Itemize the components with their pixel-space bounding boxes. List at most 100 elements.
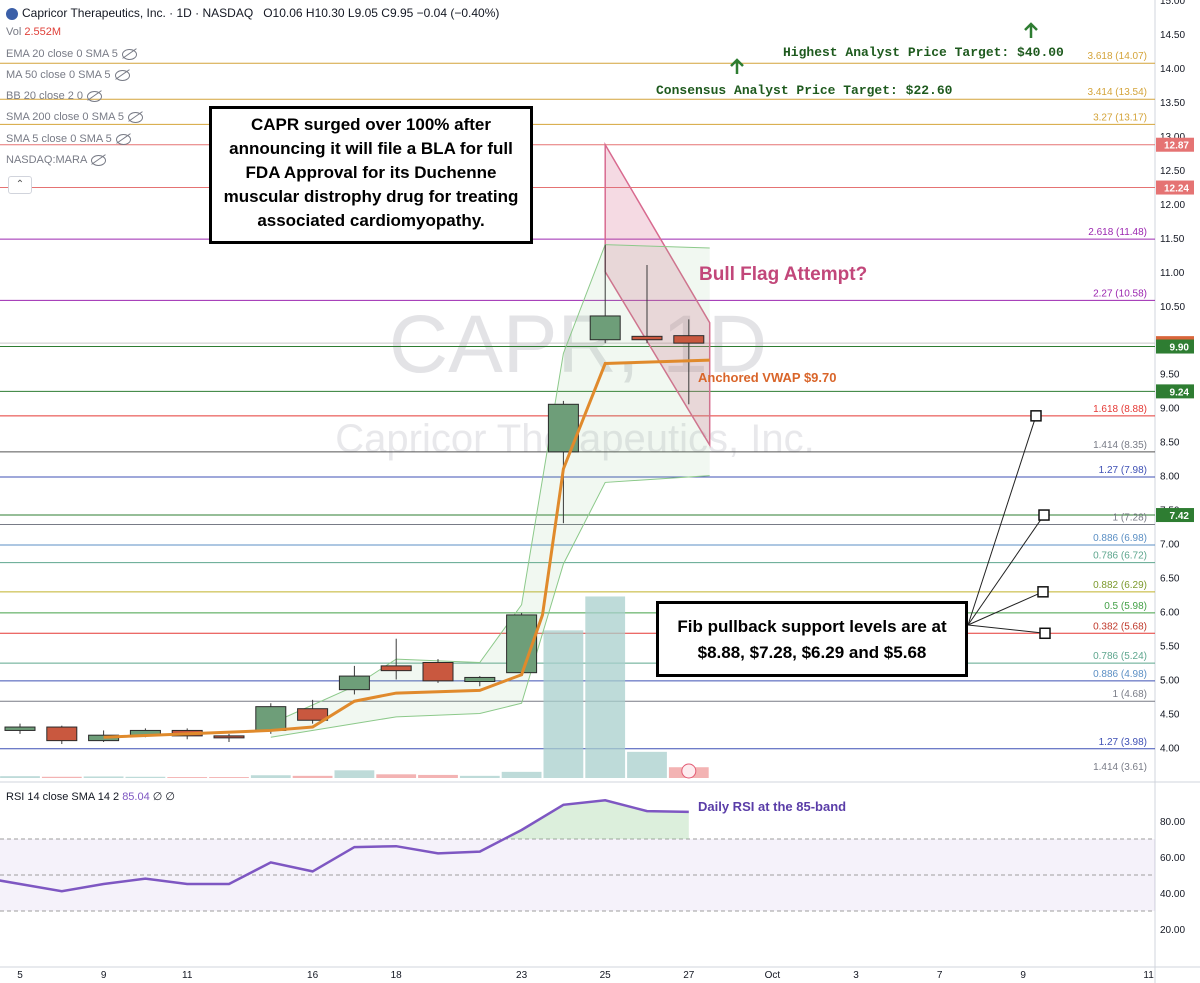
- volume-label: Vol: [6, 26, 22, 38]
- compare-symbol-label: NASDAQ:MARA: [6, 154, 88, 166]
- fib-marker-square: [1038, 509, 1050, 521]
- price-tick-label: 15.00: [1160, 0, 1185, 7]
- price-tag: [1156, 137, 1194, 152]
- price-tag-label: 12.24: [1164, 184, 1189, 195]
- volume-bar: [459, 775, 500, 778]
- ohlc-readout: O10.06 H10.30 L9.05 C9.95 −0.04 (−0.40%): [263, 6, 500, 20]
- price-tick-label: 5.50: [1160, 642, 1180, 653]
- anchored-vwap-line: [103, 358, 710, 739]
- price-tick-label: 6.50: [1160, 574, 1180, 585]
- volume-bar: [167, 777, 208, 778]
- fib-note-text: Fib pullback support levels are at $8.88…: [677, 617, 947, 662]
- indicator-sma200[interactable]: SMA 200 close 0 SMA 5: [6, 111, 144, 123]
- fib-marker-square: [1037, 586, 1049, 598]
- event-bolt-icon: [681, 763, 697, 779]
- consensus-target-label: Consensus Analyst Price Target: $22.60: [656, 83, 953, 98]
- indicator-label: SMA 5 close 0 SMA 5: [6, 133, 112, 145]
- rsi-tick-label: 20.00: [1160, 925, 1185, 936]
- price-tag: [1156, 384, 1194, 399]
- rsi-legend-value: 85.04: [122, 791, 150, 803]
- price-tick-label: 5.00: [1160, 675, 1180, 686]
- vwap-label: Anchored VWAP $9.70: [698, 370, 836, 385]
- volume-bar: [83, 776, 124, 778]
- time-tick-label: 27: [683, 970, 695, 981]
- compare-symbol[interactable]: NASDAQ:MARA: [6, 154, 107, 166]
- fib-pointer-line: [967, 415, 1037, 626]
- price-tick-label: 11.50: [1160, 234, 1185, 245]
- hidden-eye-icon[interactable]: [121, 48, 137, 60]
- bull-flag-label: Bull Flag Attempt?: [699, 264, 867, 285]
- time-tick-label: 11: [182, 970, 193, 981]
- fib-level-label: 0.886 (6.98): [1093, 533, 1147, 544]
- rsi-legend[interactable]: RSI 14 close SMA 14 2 85.04 ∅ ∅: [6, 790, 175, 803]
- rsi-legend-label: RSI 14 close SMA 14 2: [6, 791, 120, 803]
- hidden-eye-icon[interactable]: [87, 90, 103, 102]
- price-tick-label: 13.00: [1160, 132, 1185, 143]
- price-tick-label: 4.00: [1160, 743, 1180, 754]
- hidden-eye-icon[interactable]: [115, 133, 131, 145]
- price-tag-label: 9.24: [1170, 387, 1190, 398]
- collapse-legend-button[interactable]: ⌃: [8, 176, 32, 194]
- symbol-header: Capricor Therapeutics, Inc. · 1D · NASDA…: [6, 6, 499, 20]
- rsi-tick-label: 60.00: [1160, 853, 1185, 864]
- volume-bar: [627, 751, 667, 778]
- candle-body: [255, 706, 287, 731]
- target-up-arrow-icon: [1024, 22, 1038, 38]
- fib-level-label: 1.618 (8.88): [1093, 404, 1147, 415]
- hidden-eye-icon[interactable]: [128, 111, 144, 123]
- fib-pointer-line: [967, 591, 1044, 626]
- time-tick-label: 25: [600, 970, 612, 981]
- volume-bar: [209, 777, 249, 778]
- volume-bar: [250, 775, 291, 778]
- volume-bar: [41, 776, 82, 778]
- indicator-bb20[interactable]: BB 20 close 2 0: [6, 90, 103, 102]
- price-tick-label: 8.00: [1160, 472, 1180, 483]
- rsi-overbought-fill: [506, 800, 689, 839]
- fib-level-label: 2.618 (11.48): [1088, 227, 1147, 238]
- candle-body: [338, 675, 370, 691]
- fib-level-label: 1.27 (7.98): [1099, 465, 1147, 476]
- rsi-tick-label: 40.00: [1160, 889, 1185, 900]
- volume-bar: [585, 596, 626, 778]
- time-tick-label: 16: [307, 970, 319, 981]
- bull-flag-channel: [604, 141, 711, 448]
- fib-level-label: 0.786 (6.72): [1093, 551, 1147, 562]
- indicator-label: SMA 200 close 0 SMA 5: [6, 111, 125, 123]
- hidden-eye-icon[interactable]: [114, 69, 130, 81]
- fib-level-label: 2.27 (10.58): [1093, 288, 1147, 299]
- symbol-title[interactable]: Capricor Therapeutics, Inc. · 1D · NASDA…: [22, 6, 254, 20]
- fib-level-label: 0.382 (5.68): [1093, 621, 1147, 632]
- volume-bar: [543, 630, 584, 778]
- candle-body: [464, 676, 496, 683]
- price-tick-label: 13.50: [1160, 98, 1185, 109]
- price-tick-label: 11.00: [1160, 268, 1185, 279]
- price-tick-label: 12.00: [1160, 200, 1185, 211]
- indicator-ema20[interactable]: EMA 20 close 0 SMA 5: [6, 48, 137, 60]
- volume-legend[interactable]: Vol 2.552M: [6, 26, 61, 38]
- highest-target-label: Highest Analyst Price Target: $40.00: [783, 45, 1064, 60]
- fib-marker-square: [1039, 627, 1051, 640]
- price-tick-label: 8.50: [1160, 438, 1180, 449]
- hidden-eye-icon[interactable]: [91, 154, 107, 166]
- time-tick-label: Oct: [765, 970, 781, 981]
- volume-bar: [376, 774, 417, 778]
- fib-level-label: 0.886 (4.98): [1093, 669, 1147, 680]
- fib-level-label: 1.414 (3.61): [1093, 762, 1147, 773]
- price-tag: [1156, 180, 1194, 195]
- volume-bar: [0, 776, 40, 778]
- indicator-sma5[interactable]: SMA 5 close 0 SMA 5: [6, 133, 131, 145]
- price-tick-label: 4.50: [1160, 709, 1180, 720]
- price-tick-label: 14.50: [1160, 30, 1185, 41]
- indicator-label: BB 20 close 2 0: [6, 90, 84, 102]
- surge-note-box: CAPR surged over 100% after announcing i…: [209, 106, 533, 244]
- price-tick-label: 14.00: [1160, 64, 1185, 75]
- price-tag-label: 7.42: [1170, 511, 1190, 522]
- price-tick-label: 12.50: [1160, 166, 1185, 177]
- candle-body: [422, 661, 454, 682]
- indicator-ma50[interactable]: MA 50 close 0 SMA 5: [6, 69, 130, 81]
- price-tag-label: 12.87: [1164, 141, 1189, 152]
- fib-level-label: 1.27 (3.98): [1099, 737, 1147, 748]
- surge-note-text: CAPR surged over 100% after announcing i…: [223, 115, 519, 230]
